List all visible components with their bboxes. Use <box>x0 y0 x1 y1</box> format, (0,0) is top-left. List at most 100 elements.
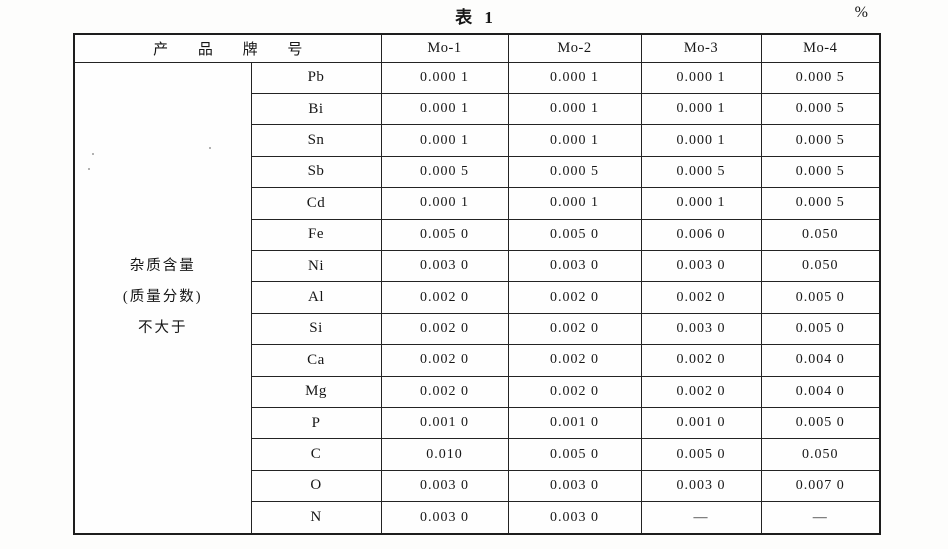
value-cell: 0.003 0 <box>507 469 642 503</box>
scan-speck <box>92 153 94 155</box>
value-cell: 0.050 <box>760 249 881 283</box>
value-cell: 0.000 1 <box>380 92 509 126</box>
value-cell: 0.001 0 <box>640 406 762 440</box>
table-row: C 0.010 0.005 0 0.005 0 0.050 <box>74 438 881 471</box>
row-group-label: 杂质含量 (质量分数) 不大于 <box>73 61 252 535</box>
value-cell: 0.002 0 <box>507 281 642 314</box>
value-cell: 0.003 0 <box>640 249 762 283</box>
value-cell: 0.000 1 <box>507 61 642 94</box>
value-cell: 0.005 0 <box>507 218 642 251</box>
table-row: O 0.003 0 0.003 0 0.003 0 0.007 0 <box>74 469 881 503</box>
table-row: Sn 0.000 1 0.000 1 0.000 1 0.000 5 <box>74 124 881 157</box>
product-grade-header: 产 品 牌 号 <box>73 33 382 63</box>
value-cell: 0.010 <box>380 438 509 471</box>
value-cell: 0.002 0 <box>380 281 509 314</box>
value-cell: 0.000 1 <box>380 187 509 220</box>
value-cell: 0.003 0 <box>380 249 509 283</box>
group-label-line3: 不大于 <box>138 320 188 337</box>
value-cell: 0.001 0 <box>380 406 509 440</box>
table-row: N 0.003 0 0.003 0 — — <box>74 501 881 535</box>
group-label-line1: 杂质含量 <box>129 257 196 274</box>
table-row: P 0.001 0 0.001 0 0.001 0 0.005 0 <box>74 406 881 440</box>
value-cell: 0.000 1 <box>380 124 509 157</box>
table-row: Si 0.002 0 0.002 0 0.003 0 0.005 0 <box>74 312 881 346</box>
value-cell: 0.050 <box>760 218 881 251</box>
value-cell: 0.000 5 <box>380 155 509 189</box>
value-cell: — <box>640 501 762 535</box>
value-cell: 0.006 0 <box>640 218 762 251</box>
column-header-mo3: Mo-3 <box>640 33 762 63</box>
element-cell: Fe <box>250 218 382 251</box>
value-cell: 0.004 0 <box>760 344 881 377</box>
unit-percent-label: % <box>854 4 868 21</box>
table-row: Cd 0.000 1 0.000 1 0.000 1 0.000 5 <box>74 187 881 220</box>
value-cell: 0.001 0 <box>507 406 642 440</box>
table-row: 杂质含量 (质量分数) 不大于 Pb 0.000 1 0.000 1 0.000… <box>73 61 881 535</box>
value-cell: 0.000 1 <box>507 92 642 126</box>
value-cell: 0.002 0 <box>380 344 509 377</box>
value-cell: — <box>760 501 881 535</box>
element-cell: Sb <box>250 155 382 189</box>
value-cell: 0.000 1 <box>380 61 509 94</box>
scan-speck <box>209 147 211 149</box>
value-cell: 0.002 0 <box>640 375 762 408</box>
value-cell: 0.000 1 <box>640 61 762 94</box>
value-cell: 0.000 1 <box>640 187 762 220</box>
element-cell: Al <box>250 281 382 314</box>
group-label-line2: (质量分数) <box>122 289 203 306</box>
value-cell: 0.050 <box>760 438 881 471</box>
value-cell: 0.005 0 <box>760 312 881 346</box>
table-row: Fe 0.005 0 0.005 0 0.006 0 0.050 <box>74 218 881 251</box>
column-header-mo4: Mo-4 <box>760 33 881 63</box>
table-row: Ca 0.002 0 0.002 0 0.002 0 0.004 0 <box>74 344 881 377</box>
element-cell: O <box>250 469 382 503</box>
value-cell: 0.002 0 <box>640 344 762 377</box>
value-cell: 0.000 5 <box>760 61 881 94</box>
value-cell: 0.003 0 <box>380 469 509 503</box>
value-cell: 0.000 1 <box>507 124 642 157</box>
element-cell: P <box>250 406 382 440</box>
value-cell: 0.000 5 <box>640 155 762 189</box>
value-cell: 0.004 0 <box>760 375 881 408</box>
element-cell: Sn <box>250 124 382 157</box>
value-cell: 0.002 0 <box>380 312 509 346</box>
value-cell: 0.000 5 <box>760 124 881 157</box>
element-cell: Ca <box>250 344 382 377</box>
element-cell: N <box>250 501 382 535</box>
element-cell: Pb <box>250 61 382 94</box>
value-cell: 0.003 0 <box>640 469 762 503</box>
value-cell: 0.002 0 <box>507 312 642 346</box>
impurity-spec-table: 产 品 牌 号 Mo-1 Mo-2 Mo-3 Mo-4 杂质含量 (质量分数) … <box>73 33 882 535</box>
value-cell: 0.000 5 <box>760 187 881 220</box>
value-cell: 0.000 1 <box>640 92 762 126</box>
value-cell: 0.000 1 <box>507 187 642 220</box>
value-cell: 0.005 0 <box>760 281 881 314</box>
element-cell: C <box>250 438 382 471</box>
value-cell: 0.002 0 <box>380 375 509 408</box>
element-cell: Mg <box>250 375 382 408</box>
value-cell: 0.003 0 <box>507 501 642 535</box>
element-cell: Ni <box>250 249 382 283</box>
value-cell: 0.005 0 <box>760 406 881 440</box>
column-header-mo1: Mo-1 <box>380 33 509 63</box>
table-row: Bi 0.000 1 0.000 1 0.000 1 0.000 5 <box>74 92 881 126</box>
table-title: 表 1 <box>455 8 497 27</box>
value-cell: 0.000 5 <box>507 155 642 189</box>
value-cell: 0.005 0 <box>640 438 762 471</box>
value-cell: 0.002 0 <box>640 281 762 314</box>
value-cell: 0.007 0 <box>760 469 881 503</box>
table-row: Ni 0.003 0 0.003 0 0.003 0 0.050 <box>74 249 881 283</box>
value-cell: 0.000 5 <box>760 155 881 189</box>
column-header-mo2: Mo-2 <box>507 33 642 63</box>
element-cell: Si <box>250 312 382 346</box>
value-cell: 0.002 0 <box>507 375 642 408</box>
scan-speck <box>88 168 90 170</box>
value-cell: 0.003 0 <box>507 249 642 283</box>
element-cell: Bi <box>250 92 382 126</box>
value-cell: 0.003 0 <box>640 312 762 346</box>
value-cell: 0.002 0 <box>507 344 642 377</box>
value-cell: 0.003 0 <box>380 501 509 535</box>
value-cell: 0.005 0 <box>507 438 642 471</box>
value-cell: 0.000 1 <box>640 124 762 157</box>
table-row: Sb 0.000 5 0.000 5 0.000 5 0.000 5 <box>74 155 881 189</box>
